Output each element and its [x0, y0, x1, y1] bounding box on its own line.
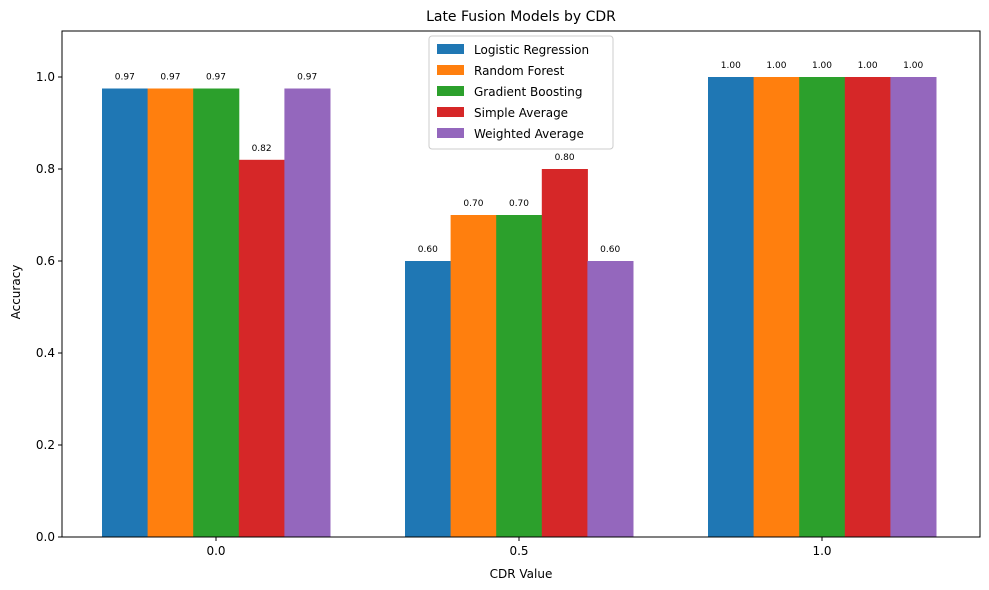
legend-swatch	[437, 128, 464, 138]
data-label: 1.00	[903, 61, 923, 71]
data-label: 0.97	[206, 73, 226, 83]
data-label: 1.00	[812, 61, 832, 71]
y-tick-label: 1.0	[36, 70, 55, 84]
bar	[799, 77, 846, 537]
bar	[753, 77, 800, 537]
y-axis-label: Accuracy	[9, 265, 23, 320]
bar	[844, 77, 891, 537]
data-label: 1.00	[766, 61, 786, 71]
y-tick-label: 0.6	[36, 254, 55, 268]
chart-title: Late Fusion Models by CDR	[426, 9, 616, 25]
legend-swatch	[437, 107, 464, 117]
data-label: 0.97	[297, 73, 317, 83]
legend-label: Random Forest	[474, 64, 565, 78]
bar	[147, 88, 194, 537]
legend-swatch	[437, 65, 464, 75]
bar	[708, 77, 755, 537]
bar	[890, 77, 937, 537]
bar	[541, 169, 588, 537]
x-tick-label: 0.0	[206, 544, 225, 558]
y-tick-label: 0.8	[36, 162, 55, 176]
data-label: 0.70	[509, 199, 529, 209]
bar	[587, 261, 634, 537]
bar	[238, 159, 285, 538]
y-tick-label: 0.4	[36, 346, 55, 360]
y-tick-label: 0.2	[36, 438, 55, 452]
data-label: 0.80	[555, 153, 575, 163]
plot-frame	[61, 30, 981, 538]
legend-swatch	[437, 86, 464, 96]
x-axis-label: CDR Value	[490, 567, 553, 581]
legend-box	[428, 35, 614, 150]
legend: Logistic Regression Random Forest Gradient…	[428, 35, 614, 150]
bar	[450, 215, 497, 537]
data-label: 0.60	[418, 245, 438, 255]
legend-label: Simple Average	[474, 106, 568, 120]
plot-area: 0.97 0.60 1.00 0.97 0.70 1.00 0.97 0.70 1.00 0.82…	[36, 30, 981, 558]
data-label: 1.00	[721, 61, 741, 71]
legend-label: Weighted Average	[474, 127, 584, 141]
data-label: 0.60	[600, 245, 620, 255]
bar	[496, 215, 543, 537]
bar	[405, 261, 452, 537]
y-tick-label: 0.0	[36, 530, 55, 544]
data-label: 0.97	[160, 73, 180, 83]
x-tick-label: 0.5	[509, 544, 528, 558]
legend-swatch	[437, 44, 464, 54]
data-label: 0.82	[252, 144, 272, 154]
bar	[193, 88, 240, 537]
bar	[284, 88, 331, 537]
bar	[102, 88, 149, 537]
legend-label: Gradient Boosting	[474, 85, 582, 99]
legend-label: Logistic Regression	[474, 43, 589, 57]
data-label: 0.97	[115, 73, 135, 83]
x-tick-label: 1.0	[812, 544, 831, 558]
data-label: 0.70	[463, 199, 483, 209]
data-label: 1.00	[858, 61, 878, 71]
